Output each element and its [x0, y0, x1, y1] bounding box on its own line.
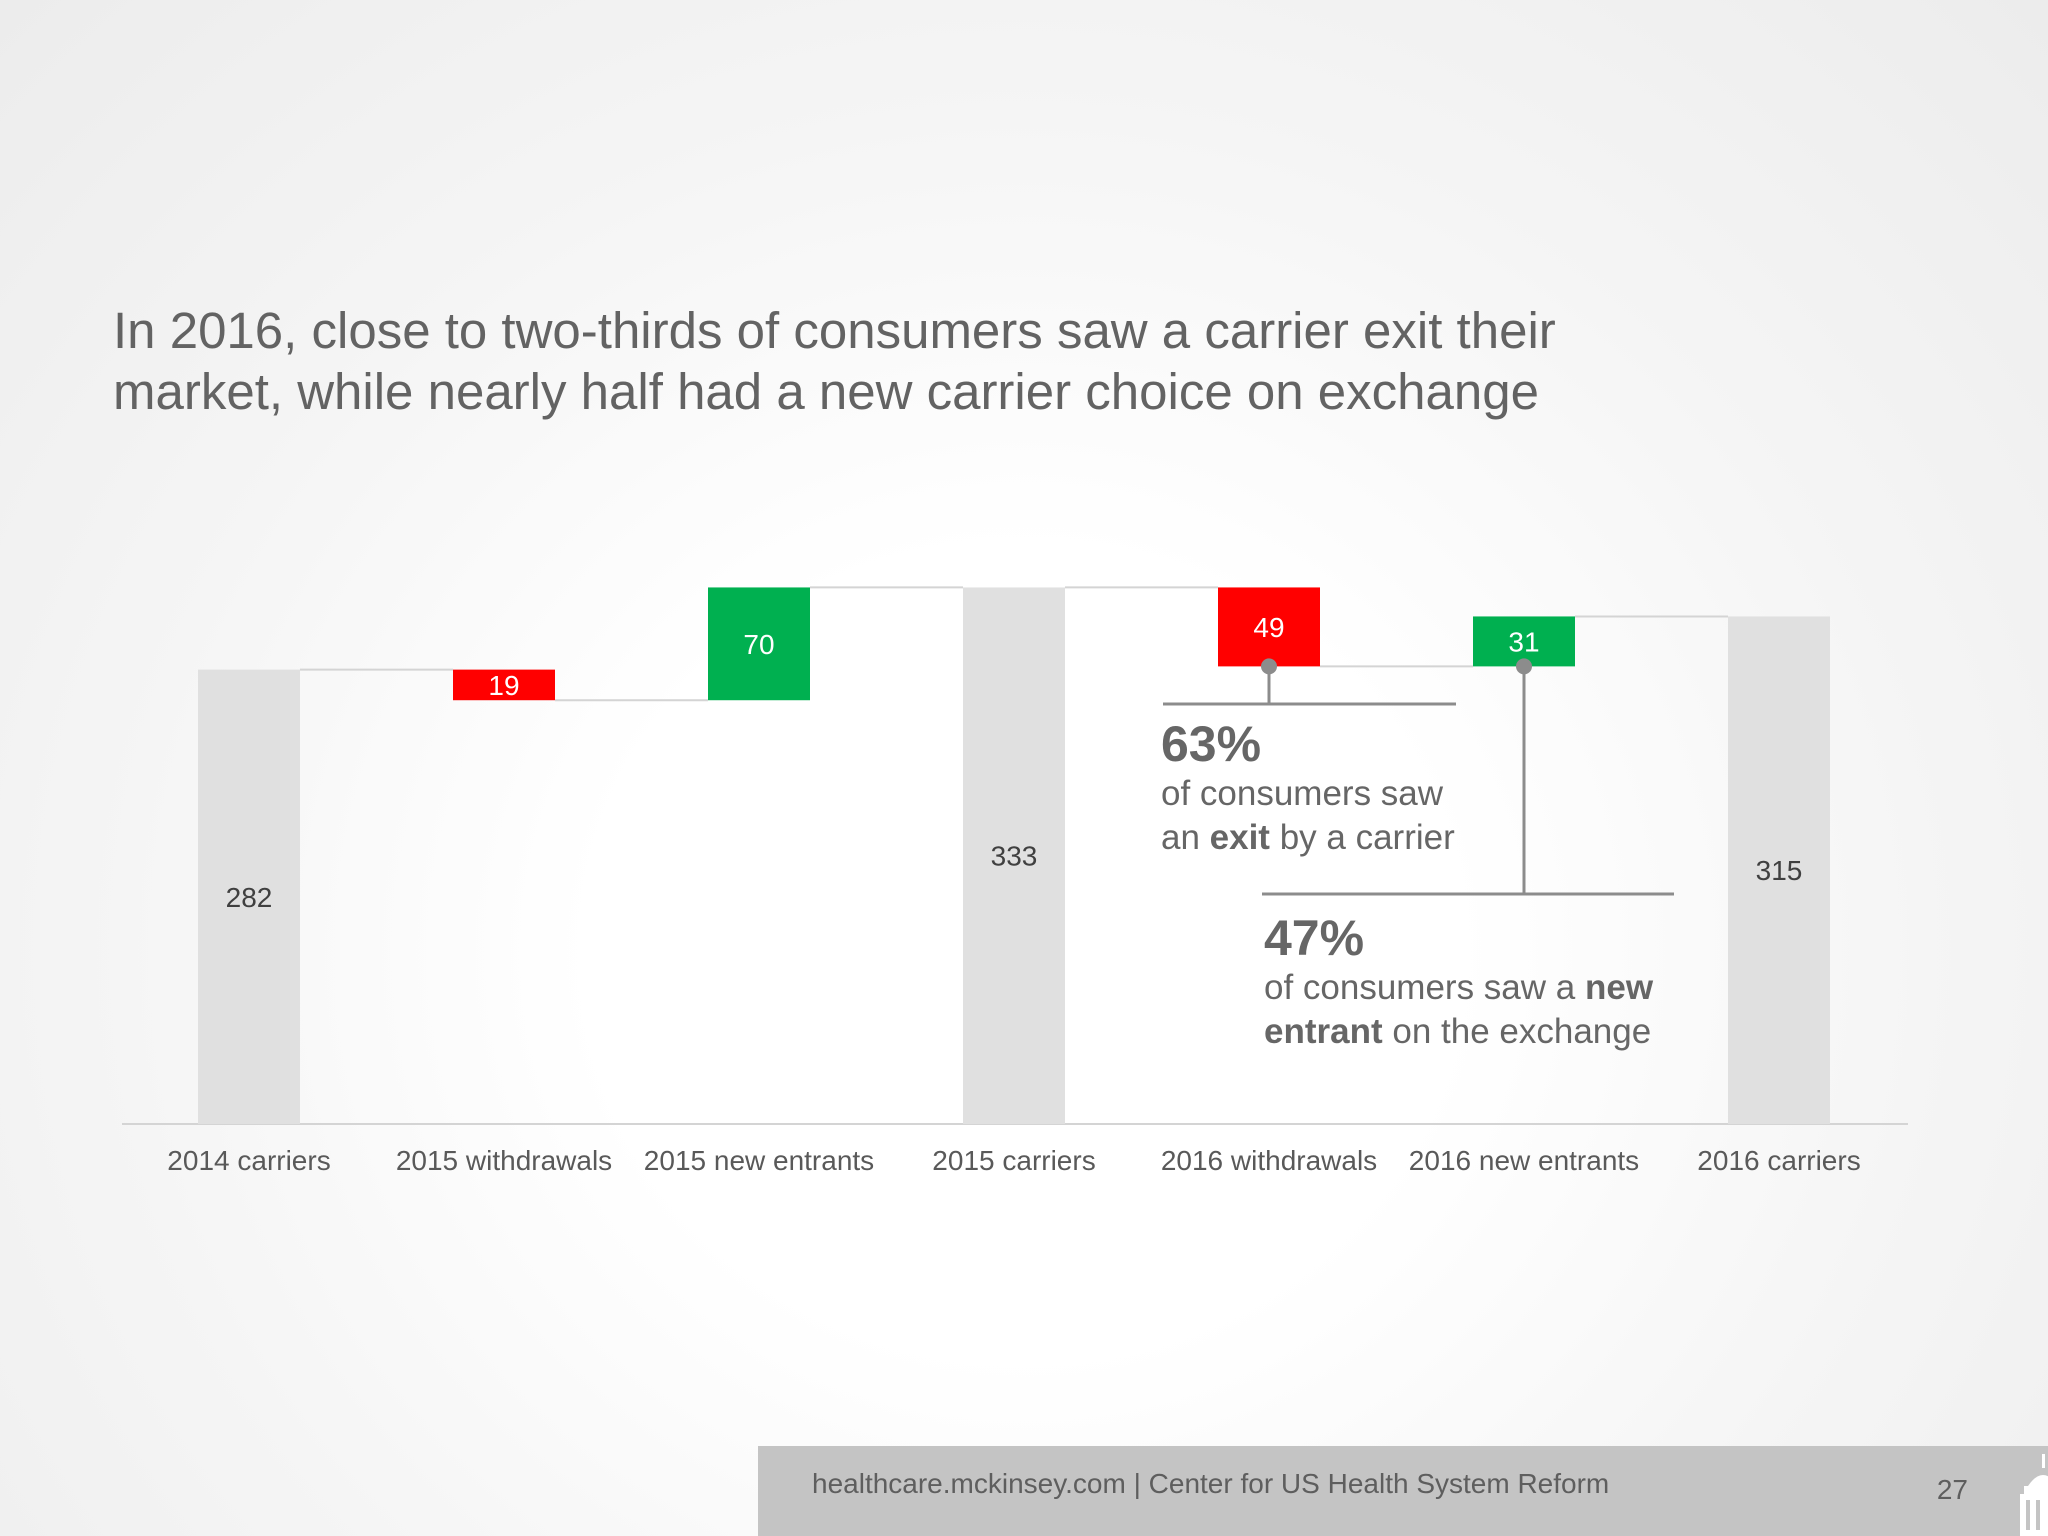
data-label-2016-withdrawals: 49 — [1253, 612, 1284, 643]
data-label-2016-carriers: 315 — [1756, 855, 1803, 886]
callout-new-entrant: 47% of consumers saw a new entrant on th… — [1264, 910, 1724, 1054]
category-label-2016-carriers: 2016 carriers — [1697, 1145, 1860, 1176]
data-label-2015-new-entrants: 70 — [743, 629, 774, 660]
bar-2016-withdrawals — [1218, 587, 1320, 667]
page-number: 27 — [1936, 1474, 1968, 1505]
callout-new-entrant-line-2: entrant on the exchange — [1264, 1012, 1652, 1051]
bar-2015-carriers — [963, 587, 1065, 1124]
callout-exit-line-2: an exit by a carrier — [1161, 818, 1455, 857]
waterfall-chart: 282 2014 carriers 19 2015 withdrawals 70 2015… — [122, 586, 1908, 1176]
callout-exit-emphasis: exit — [1209, 818, 1270, 857]
category-label-2014-carriers: 2014 carriers — [167, 1145, 330, 1176]
data-label-2014-carriers: 282 — [226, 882, 273, 913]
data-label-2015-carriers: 333 — [991, 841, 1038, 872]
data-label-2015-withdrawals: 19 — [488, 670, 519, 701]
category-label-2016-withdrawals: 2016 withdrawals — [1161, 1145, 1377, 1176]
callout-new-emphasis: new — [1584, 968, 1654, 1007]
bar-2016-carriers — [1728, 616, 1830, 1124]
callout-new-entrant-anchor-dot — [1516, 658, 1532, 675]
bar-2015-new-entrants — [708, 587, 810, 701]
callout-exit-percent: 63% — [1161, 716, 1262, 772]
callout-exit: 63% of consumers saw an exit by a carrie… — [1161, 716, 1581, 860]
callout-entrant-emphasis: entrant — [1264, 1012, 1383, 1051]
callout-exit-anchor-dot — [1261, 658, 1277, 675]
callout-new-entrant-percent: 47% — [1264, 910, 1365, 966]
bar-2015-withdrawals — [453, 669, 555, 701]
slide-title: In 2016, close to two-thirds of consumer… — [113, 300, 1713, 422]
bar-2014-carriers — [198, 669, 300, 1124]
title-line-1: In 2016, close to two-thirds of consumer… — [113, 302, 1556, 359]
footer-source: healthcare.mckinsey.com | Center for US … — [812, 1468, 1610, 1499]
category-label-2015-carriers: 2015 carriers — [932, 1145, 1095, 1176]
title-line-2: market, while nearly half had a new carr… — [113, 363, 1539, 420]
category-label-2016-new-entrants: 2016 new entrants — [1409, 1145, 1639, 1176]
data-label-2016-new-entrants: 31 — [1508, 626, 1539, 657]
category-label-2015-new-entrants: 2015 new entrants — [644, 1145, 874, 1176]
bar-2016-new-entrants — [1473, 616, 1575, 667]
footer-band: healthcare.mckinsey.com | Center for US … — [758, 1446, 2048, 1536]
callout-exit-line-1: of consumers saw — [1161, 774, 1444, 813]
callout-new-entrant-line-1: of consumers saw a new — [1264, 968, 1654, 1007]
capitol-building-icon — [2020, 1454, 2048, 1536]
category-label-2015-withdrawals: 2015 withdrawals — [396, 1145, 612, 1176]
